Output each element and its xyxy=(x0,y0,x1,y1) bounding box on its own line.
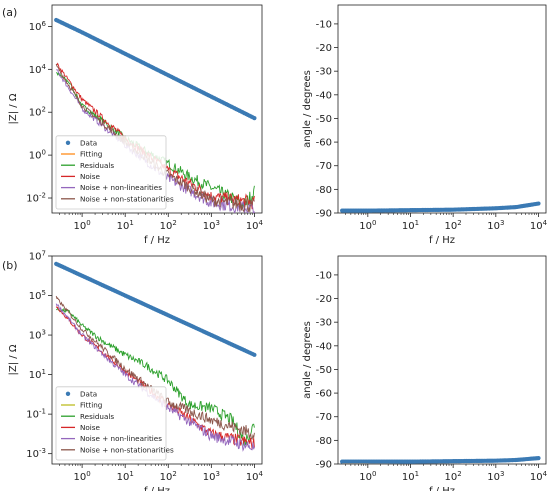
x-tick-label: 103 xyxy=(203,470,220,483)
x-axis-label: f / Hz xyxy=(429,235,455,246)
data-point xyxy=(536,455,541,461)
x-tick-label: 103 xyxy=(487,470,504,483)
y-tick-label: 103 xyxy=(29,329,46,342)
x-tick-label: 101 xyxy=(402,470,419,483)
x-axis-label: f / Hz xyxy=(144,486,170,491)
plot-area xyxy=(340,455,541,464)
y-tick-label: -40 xyxy=(316,90,332,101)
legend-entry: Noise xyxy=(80,172,101,181)
y-tick-label: 104 xyxy=(29,63,47,76)
x-tick-label: 101 xyxy=(117,219,134,232)
y-tick-label: 107 xyxy=(29,250,46,263)
axes-frame xyxy=(337,255,547,465)
series-data xyxy=(54,261,257,357)
x-tick-label: 103 xyxy=(203,219,220,232)
x-tick-label: 103 xyxy=(487,219,504,232)
y-tick-label: -10 xyxy=(316,19,332,30)
legend-entry: Noise + non-linearities xyxy=(80,434,162,443)
legend-entry: Residuals xyxy=(80,161,114,170)
y-axis-label: angle / degrees xyxy=(302,321,313,399)
data-point xyxy=(252,352,257,357)
y-tick-label: 105 xyxy=(29,289,46,302)
x-tick-label: 104 xyxy=(246,219,264,232)
y-tick-label: 10-1 xyxy=(26,408,46,421)
y-tick-label: -30 xyxy=(316,318,332,329)
y-axis-label: |Z| / Ω xyxy=(8,93,19,124)
y-tick-label: -60 xyxy=(316,389,332,400)
x-tick-label: 102 xyxy=(445,219,462,232)
legend: Data Fitting Residuals Noise Noise + non-lin… xyxy=(55,386,174,461)
y-tick-label: -60 xyxy=(316,138,332,149)
x-tick-label: 104 xyxy=(246,470,264,483)
x-tick-label: 101 xyxy=(402,219,419,232)
x-tick-label: 100 xyxy=(74,470,91,483)
legend: Data Fitting Residuals Noise Noise + non-lin… xyxy=(55,135,174,210)
x-tick-label: 104 xyxy=(530,219,548,232)
x-tick-label: 102 xyxy=(445,470,462,483)
axes-frame xyxy=(337,4,547,214)
legend-entry: Data xyxy=(80,389,97,398)
y-tick-label: -80 xyxy=(316,436,332,447)
x-tick-label: 101 xyxy=(117,470,134,483)
legend-entry: Noise xyxy=(80,423,101,432)
plot-area xyxy=(340,201,541,213)
y-tick-label: 100 xyxy=(29,149,46,162)
y-tick-label: 102 xyxy=(29,106,46,119)
legend-box xyxy=(55,386,167,461)
y-tick-label: -30 xyxy=(316,67,332,78)
series-data xyxy=(54,17,257,121)
plot-b-magnitude: 100 101 102 103 104 107 105 103 101 10-1 10-3 f / H… xyxy=(8,250,264,491)
y-tick-label: -70 xyxy=(316,161,332,172)
x-tick-label: 100 xyxy=(359,470,376,483)
x-axis-label: f / Hz xyxy=(144,235,170,246)
plot-area xyxy=(54,261,257,452)
plot-area xyxy=(54,17,257,213)
legend-entry: Noise + non-linearities xyxy=(80,183,162,192)
y-tick-label: 101 xyxy=(29,368,46,381)
legend-entry: Data xyxy=(80,138,97,147)
y-tick-label: -40 xyxy=(316,341,332,352)
x-tick-label: 102 xyxy=(160,219,177,232)
series-residuals xyxy=(56,307,255,447)
y-tick-label: -20 xyxy=(316,294,332,305)
x-tick-label: 100 xyxy=(74,219,91,232)
legend-entry: Fitting xyxy=(80,401,102,410)
x-tick-label: 102 xyxy=(160,470,177,483)
data-point xyxy=(536,201,541,206)
legend-entry: Residuals xyxy=(80,412,114,421)
plot-a-phase: 100 101 102 103 104 -90 -80 -70 -60 -50 -40 -30 -20 -… xyxy=(302,4,548,246)
y-axis-label: angle / degrees xyxy=(302,70,313,148)
legend-entry: Fitting xyxy=(80,150,102,159)
x-tick-label: 100 xyxy=(359,219,376,232)
y-tick-label: -10 xyxy=(316,270,332,281)
y-tick-label: -90 xyxy=(316,209,332,220)
y-tick-label: -80 xyxy=(316,185,332,196)
y-tick-label: 10-3 xyxy=(26,447,46,460)
data-point xyxy=(252,116,257,121)
panel-label-b: (b) xyxy=(2,259,18,272)
panel-label-a: (a) xyxy=(2,6,17,19)
y-tick-label: 106 xyxy=(29,20,47,33)
legend-entry: Noise + non-stationarities xyxy=(80,445,174,454)
legend-entry: Noise + non-stationarities xyxy=(80,194,174,203)
legend-box xyxy=(55,135,167,210)
x-tick-label: 104 xyxy=(530,470,548,483)
y-axis-label: |Z| / Ω xyxy=(8,344,19,375)
series-data xyxy=(340,455,541,464)
plot-b-phase: 100 101 102 103 104 -90 -80 -70 -60 -50 -40 -30 -20 -… xyxy=(302,255,548,491)
series-data xyxy=(340,201,541,213)
x-axis-label: f / Hz xyxy=(429,486,455,491)
legend-marker xyxy=(65,140,71,145)
legend-marker xyxy=(65,391,71,396)
y-tick-label: 10-2 xyxy=(26,192,46,205)
y-tick-label: -50 xyxy=(316,114,332,125)
y-tick-label: -20 xyxy=(316,43,332,54)
y-tick-label: -50 xyxy=(316,365,332,376)
y-tick-label: -70 xyxy=(316,412,332,423)
plot-a-magnitude: 100 101 102 103 104 106 104 102 100 10-2 f / Hz |Z|… xyxy=(8,4,264,246)
y-tick-label: -90 xyxy=(316,460,332,471)
